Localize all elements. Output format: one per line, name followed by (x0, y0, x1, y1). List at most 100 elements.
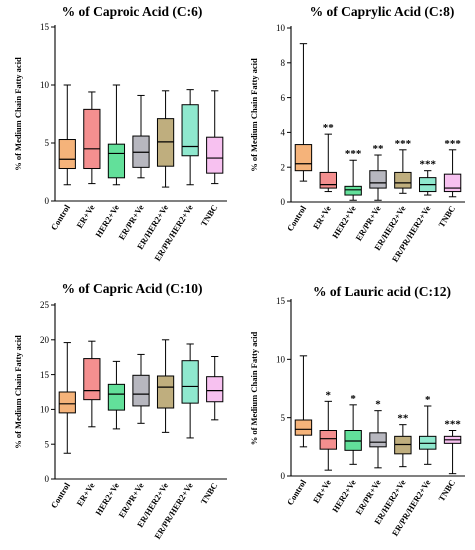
y-tick-label: 0 (281, 197, 286, 207)
box-er-ve: ** (319, 122, 337, 193)
y-tick-label: 10 (40, 80, 50, 90)
iqr-box (369, 432, 387, 448)
y-tick-label: 6 (281, 93, 286, 103)
y-tick-label: 5 (281, 413, 286, 423)
box-tnbc (206, 90, 224, 185)
box-her2-ve: * (344, 393, 362, 465)
y-tick-label: 4 (281, 128, 286, 138)
iqr-box (443, 173, 462, 193)
y-tick-label: 15 (40, 22, 50, 32)
significance-marker: ** (373, 143, 385, 155)
significance-marker: * (326, 389, 332, 401)
iqr-box (319, 171, 337, 189)
chart-title: % of Caprylic Acid (C:8) (310, 4, 455, 19)
significance-marker: * (375, 399, 381, 411)
y-tick-label: 0 (281, 471, 286, 481)
x-category-label: Control (285, 203, 309, 233)
iqr-box (319, 430, 337, 450)
significance-marker: *** (345, 148, 362, 160)
significance-marker: *** (419, 159, 436, 171)
y-tick-label: 10 (40, 405, 50, 415)
iqr-box (294, 419, 313, 436)
y-tick-label: 10 (276, 355, 286, 365)
box-er-pr-ve (132, 94, 150, 179)
chart-title: % of Capric Acid (C:10) (62, 281, 203, 296)
x-category-label: Control (49, 480, 73, 510)
iqr-box (58, 139, 76, 170)
iqr-box (206, 376, 224, 403)
iqr-box (181, 104, 199, 157)
box-er-ve (83, 340, 101, 428)
iqr-box (58, 391, 76, 414)
box-her2-ve: *** (344, 148, 362, 201)
y-tick-label: 5 (45, 138, 50, 148)
box-er-ve (83, 91, 101, 185)
box-her2-ve (107, 360, 126, 430)
box-her2-ve (107, 84, 126, 186)
box-control (294, 355, 313, 448)
y-tick-label: 0 (45, 196, 50, 206)
y-tick-label: 10 (276, 23, 286, 33)
iqr-box (83, 358, 101, 401)
box-control (58, 342, 76, 454)
box-er-her2-ve: *** (394, 138, 412, 194)
iqr-box (107, 383, 126, 411)
significance-marker: ** (397, 413, 409, 425)
iqr-box (206, 136, 224, 174)
y-tick-label: 20 (40, 335, 50, 345)
x-category-label: TNBC (436, 478, 457, 503)
y-tick-label: 5 (45, 439, 50, 449)
iqr-box (156, 375, 175, 409)
y-tick-label: 8 (281, 58, 286, 68)
x-category-label: ER+Ve (74, 481, 96, 508)
iqr-box (132, 374, 150, 407)
y-tick-label: 15 (276, 296, 286, 306)
box-er-pr-her2-ve (181, 343, 199, 439)
x-category-label: ER+Ve (74, 203, 96, 230)
significance-marker: *** (444, 138, 461, 150)
box-er-pr-ve (132, 353, 150, 424)
box-er-her2-ve (156, 90, 175, 188)
y-tick-label: 25 (40, 300, 50, 310)
box-er-pr-her2-ve (181, 89, 199, 186)
iqr-box (181, 360, 199, 404)
chart-title: % of Lauric acid (C:12) (313, 284, 451, 299)
box-er-pr-her2-ve: *** (419, 159, 436, 196)
iqr-box (344, 185, 362, 196)
chart-panel-2: % of Caprylic Acid (C:8) % of Medium Chai… (249, 4, 465, 264)
box-er-ve: * (319, 389, 337, 471)
significance-marker: * (350, 393, 356, 405)
box-tnbc: *** (443, 419, 461, 475)
box-er-pr-her2-ve: * (419, 394, 437, 465)
iqr-box (83, 108, 101, 170)
x-category-label: Control (49, 202, 73, 232)
y-axis-label: % of Medium Chain Fatty acid (249, 331, 259, 445)
y-axis-label: % of Medium Chain Fatty acid (13, 57, 23, 171)
chart-panel-1: % of Caproic Acid (C:6) % of Medium Chain… (13, 4, 227, 263)
y-tick-label: 0 (45, 474, 50, 484)
box-control (294, 43, 313, 182)
x-category-label: TNBC (198, 481, 219, 506)
iqr-box (394, 171, 412, 189)
x-category-label: ER+Ve (311, 478, 333, 505)
y-tick-label: 15 (40, 370, 50, 380)
box-control (58, 84, 76, 186)
y-axis-label: % of Medium Chain Fatty acid (13, 335, 23, 449)
x-category-label: ER+Ve (311, 204, 333, 231)
box-tnbc (206, 356, 224, 421)
box-er-her2-ve (156, 339, 175, 433)
chart-panel-3: % of Capric Acid (C:10) % of Medium Chain… (13, 281, 227, 541)
x-category-label: TNBC (436, 204, 457, 229)
x-category-label: TNBC (198, 203, 219, 228)
chart-panel-4: % of Lauric acid (C:12) % of Medium Chain… (249, 284, 465, 538)
iqr-box (294, 144, 313, 172)
significance-marker: ** (323, 122, 335, 134)
significance-marker: *** (395, 138, 412, 150)
box-tnbc: *** (443, 138, 462, 198)
y-tick-label: 2 (281, 162, 286, 172)
box-er-her2-ve: ** (394, 413, 412, 468)
x-category-label: Control (285, 477, 309, 507)
significance-marker: * (425, 394, 431, 406)
iqr-box (107, 143, 126, 179)
